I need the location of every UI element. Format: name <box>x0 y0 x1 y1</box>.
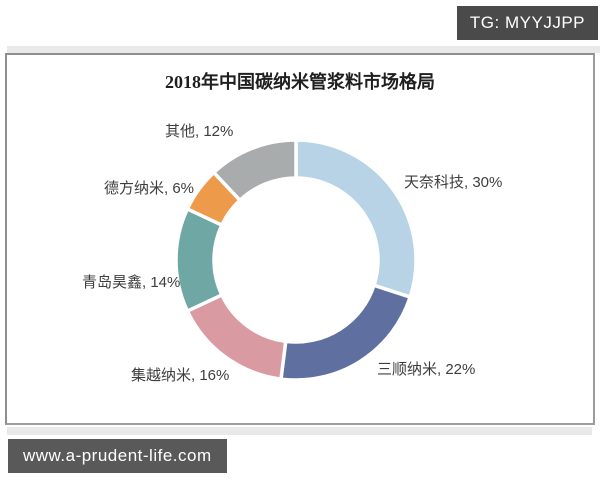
donut-slice <box>174 207 224 313</box>
slice-label-other: 其他, 12% <box>165 123 234 140</box>
divider-strip-top <box>7 46 600 53</box>
donut-slice <box>212 138 298 202</box>
slice-label-defang: 德方纳米, 6% <box>104 180 195 197</box>
divider-strip-bottom <box>7 427 592 435</box>
slice-label-tiannai: 天奈科技, 30% <box>404 174 503 191</box>
donut-chart <box>174 138 418 382</box>
chart-title: 2018年中国碳纳米管浆料市场格局 <box>165 72 435 92</box>
tg-badge: TG: MYYJJPP <box>456 6 598 40</box>
slice-label-qingdao: 青岛昊鑫, 14% <box>82 274 181 291</box>
donut-slice <box>294 138 418 299</box>
chart-panel: 2018年中国碳纳米管浆料市场格局 天奈科技, 30% 三顺纳米, 22% 集越… <box>5 53 595 425</box>
watermark: www.a-prudent-life.com <box>8 439 227 473</box>
slice-label-jiyue: 集越纳米, 16% <box>131 367 230 384</box>
slice-label-sanshun: 三顺纳米, 22% <box>377 361 476 378</box>
